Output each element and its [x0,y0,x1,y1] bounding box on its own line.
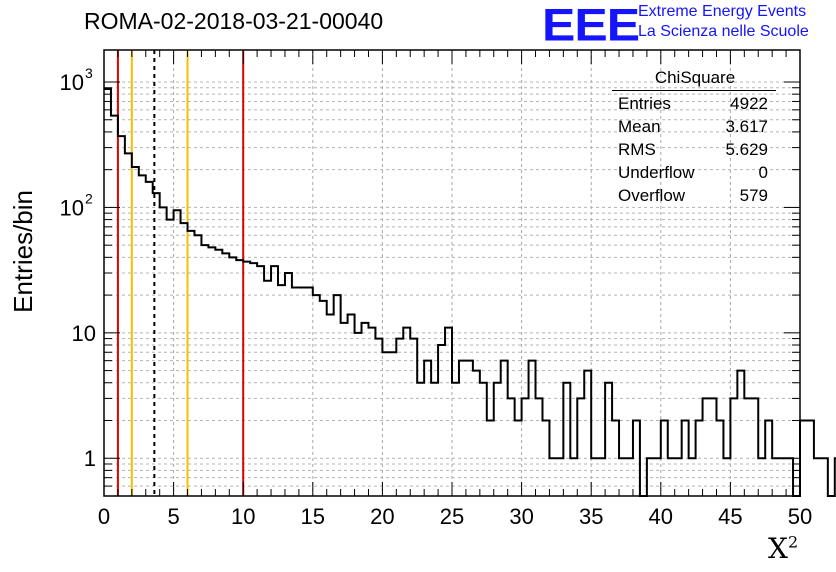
x-tick-label: 10 [231,504,255,529]
x-tick-label: 35 [579,504,603,529]
stats-label: Underflow [618,163,695,182]
stats-label: Entries [618,94,671,113]
stats-value: 4922 [730,94,768,113]
stats-row-overflow: Overflow 579 [618,186,778,209]
stats-row-rms: RMS 5.629 [618,140,778,163]
stats-box: ChiSquare Entries 4922 Mean 3.617 RMS 5.… [612,68,778,209]
x-tick-label: 15 [301,504,325,529]
y-tick-label: 10 [60,70,84,95]
x-tick-label: 25 [440,504,464,529]
x-tick-label: 20 [370,504,394,529]
x-tick-label: 50 [788,504,812,529]
x-tick-label: 5 [167,504,179,529]
y-tick-label: 10 [72,321,96,346]
stats-label: Overflow [618,186,686,205]
y-tick-exponent: 3 [85,65,93,81]
x-tick-label: 0 [98,504,110,529]
stats-value: 3.617 [725,117,768,136]
stats-value: 5.629 [725,140,768,159]
stats-value: 579 [739,186,768,205]
stats-row-entries: Entries 4922 [618,94,778,117]
stats-value: 0 [758,163,768,182]
y-tick-exponent: 2 [85,190,93,206]
x-axis-label: X2 [768,532,799,565]
stats-name: ChiSquare [654,68,736,87]
logo-line-1: Extreme Energy Events [638,3,807,20]
stats-label: RMS [618,140,656,159]
x-tick-label: 30 [509,504,533,529]
stats-row-mean: Mean 3.617 [618,117,778,140]
eee-logo: EEE [542,0,640,51]
histogram-series [104,87,836,497]
stats-divider [612,90,776,91]
y-tick-label: 1 [84,446,96,471]
chart-title: ROMA-02-2018-03-21-00040 [84,8,384,34]
y-tick-label: 10 [60,195,84,220]
stats-label: Mean [618,117,661,136]
stats-row-underflow: Underflow 0 [618,163,778,186]
x-tick-label: 40 [649,504,673,529]
logo-line-2: La Scienza nelle Scuole [638,23,809,40]
x-tick-label: 45 [718,504,742,529]
